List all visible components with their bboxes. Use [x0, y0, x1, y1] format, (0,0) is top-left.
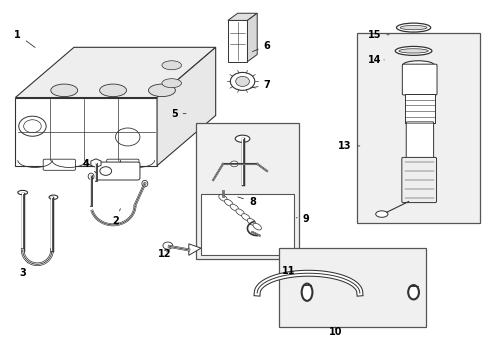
- Text: 1: 1: [14, 30, 35, 48]
- FancyBboxPatch shape: [107, 159, 139, 170]
- FancyBboxPatch shape: [43, 159, 75, 170]
- Polygon shape: [15, 98, 157, 166]
- Ellipse shape: [247, 219, 256, 225]
- Circle shape: [116, 128, 140, 146]
- Polygon shape: [228, 21, 247, 62]
- Ellipse shape: [88, 173, 94, 180]
- FancyBboxPatch shape: [96, 162, 140, 180]
- Polygon shape: [228, 13, 257, 21]
- Ellipse shape: [408, 285, 419, 300]
- Text: 15: 15: [368, 30, 389, 40]
- Text: 2: 2: [112, 209, 121, 226]
- Text: 11: 11: [282, 266, 296, 276]
- Ellipse shape: [396, 23, 431, 32]
- Ellipse shape: [51, 84, 77, 96]
- Circle shape: [163, 242, 172, 249]
- Text: 4: 4: [83, 159, 96, 173]
- Ellipse shape: [235, 135, 250, 142]
- Text: 8: 8: [238, 197, 256, 207]
- Circle shape: [19, 116, 46, 136]
- Text: 7: 7: [250, 80, 270, 90]
- Ellipse shape: [395, 46, 432, 55]
- Bar: [279, 248, 426, 327]
- Ellipse shape: [142, 180, 148, 187]
- Ellipse shape: [224, 199, 233, 206]
- Bar: [201, 194, 294, 255]
- Ellipse shape: [302, 284, 313, 301]
- Text: 6: 6: [252, 41, 270, 51]
- Circle shape: [24, 120, 41, 133]
- Ellipse shape: [376, 211, 388, 217]
- Circle shape: [230, 72, 255, 90]
- Ellipse shape: [162, 79, 181, 87]
- Ellipse shape: [253, 223, 262, 230]
- Ellipse shape: [148, 84, 175, 96]
- Text: 5: 5: [171, 109, 186, 119]
- Ellipse shape: [242, 214, 250, 220]
- Ellipse shape: [219, 194, 227, 201]
- Circle shape: [236, 76, 249, 86]
- Ellipse shape: [236, 209, 245, 216]
- Text: 9: 9: [296, 215, 310, 224]
- Ellipse shape: [162, 61, 181, 70]
- Ellipse shape: [99, 84, 126, 96]
- Text: 14: 14: [368, 55, 384, 65]
- FancyBboxPatch shape: [402, 64, 437, 95]
- Polygon shape: [247, 13, 257, 62]
- Text: 10: 10: [329, 327, 342, 337]
- Ellipse shape: [230, 204, 239, 211]
- Text: 13: 13: [339, 141, 360, 151]
- Circle shape: [100, 167, 112, 175]
- Ellipse shape: [400, 26, 427, 30]
- Ellipse shape: [49, 195, 58, 199]
- Circle shape: [230, 161, 238, 167]
- Bar: [357, 33, 480, 223]
- Text: 3: 3: [19, 262, 27, 278]
- Polygon shape: [189, 244, 201, 255]
- Polygon shape: [15, 47, 216, 98]
- Bar: [405, 94, 435, 123]
- Text: 12: 12: [158, 248, 171, 258]
- Bar: [196, 123, 299, 259]
- Ellipse shape: [403, 61, 434, 70]
- Ellipse shape: [18, 190, 27, 195]
- Polygon shape: [157, 47, 216, 166]
- FancyBboxPatch shape: [402, 157, 437, 203]
- Ellipse shape: [399, 49, 428, 53]
- Polygon shape: [91, 159, 101, 167]
- FancyBboxPatch shape: [406, 122, 434, 163]
